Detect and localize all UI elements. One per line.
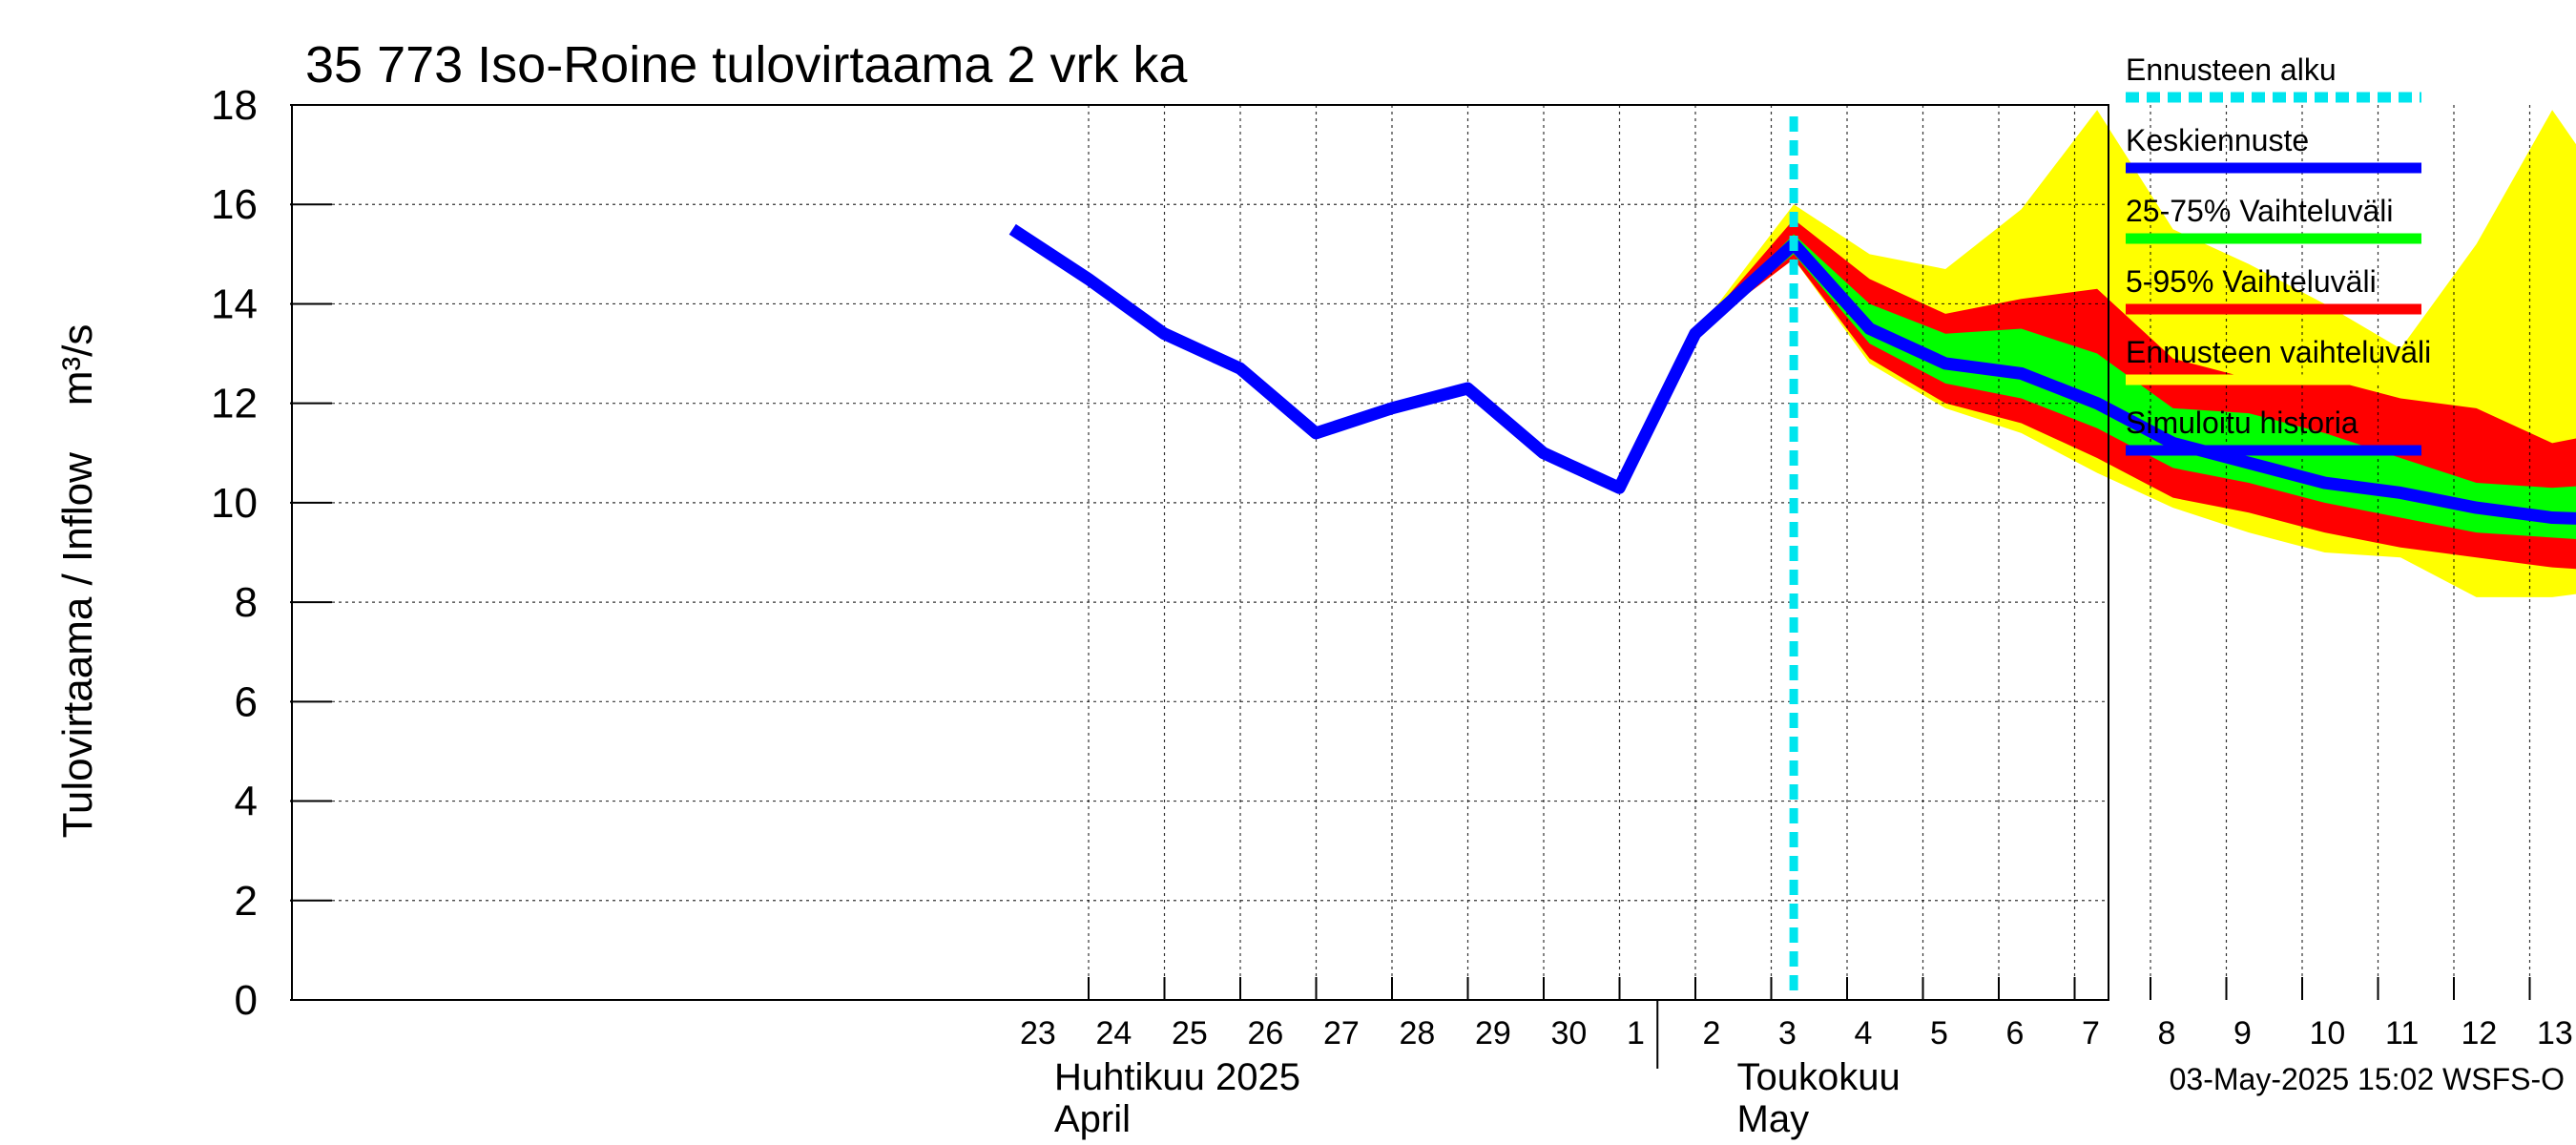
y-tick-label: 4 xyxy=(235,779,258,825)
x-tick-label: 27 xyxy=(1323,1015,1360,1051)
x-tick-label: 13 xyxy=(2537,1015,2573,1051)
legend-label: Ennusteen alku xyxy=(2126,52,2337,87)
legend: Ennusteen alku Keskiennuste 25-75% Vaihtel… xyxy=(2126,52,2431,456)
series-lines xyxy=(1008,223,2576,525)
legend-label: Ennusteen vaihteluväli xyxy=(2126,335,2431,369)
x-tick-label: 9 xyxy=(2233,1015,2252,1051)
forecast-bands xyxy=(1694,110,2576,597)
x-tick-label: 30 xyxy=(1551,1015,1588,1051)
legend-label: 25-75% Vaihteluväli xyxy=(2126,194,2393,228)
x-tick-label: 5 xyxy=(1930,1015,1948,1051)
x-tick-label: 3 xyxy=(1778,1015,1797,1051)
x-tick-label: 8 xyxy=(2158,1015,2176,1051)
legend-label: 5-95% Vaihteluväli xyxy=(2126,264,2377,299)
x-tick-label: 2 xyxy=(1703,1015,1721,1051)
x-tick-label: 23 xyxy=(1020,1015,1056,1051)
x-tick-label: 11 xyxy=(2385,1015,2419,1051)
y-tick-label: 8 xyxy=(235,579,258,626)
chart-title: 35 773 Iso-Roine tulovirtaama 2 vrk ka xyxy=(305,36,1188,94)
grid-lines xyxy=(292,104,2531,1000)
y-tick-label: 6 xyxy=(235,678,258,725)
legend-label: Keskiennuste xyxy=(2126,123,2309,157)
plot-frame xyxy=(291,104,2109,1001)
x-tick-label: 1 xyxy=(1627,1015,1645,1051)
y-tick-label: 2 xyxy=(235,878,258,925)
y-tick-label: 12 xyxy=(211,381,258,427)
x-tick-label: 28 xyxy=(1400,1015,1436,1051)
month-label-en: April xyxy=(1054,1098,1131,1140)
y-tick-label: 14 xyxy=(211,281,258,327)
month-label: Huhtikuu 2025 xyxy=(1054,1056,1300,1098)
legend-label: Simuloitu historia xyxy=(2126,406,2358,440)
x-tick-label: 7 xyxy=(2082,1015,2100,1051)
x-tick-label: 4 xyxy=(1855,1015,1873,1051)
x-tick-label: 25 xyxy=(1172,1015,1208,1051)
x-tick-label: 12 xyxy=(2462,1015,2498,1051)
y-axis-label: Tulovirtaama / Inflow m³/s xyxy=(54,324,101,839)
y-tick-label: 18 xyxy=(211,82,258,129)
y-tick-label: 16 xyxy=(211,181,258,228)
series-keskiennuste xyxy=(1789,239,2576,525)
y-tick-label: 10 xyxy=(211,480,258,527)
x-tick-label: 6 xyxy=(2006,1015,2025,1051)
x-tick-label: 10 xyxy=(2310,1015,2346,1051)
band-25-75-vaihteluv-li xyxy=(1694,234,2576,539)
month-label: Toukokuu xyxy=(1737,1056,1901,1098)
x-tick-label: 26 xyxy=(1248,1015,1284,1051)
y-tick-label: 0 xyxy=(235,977,258,1024)
x-tick-label: 29 xyxy=(1475,1015,1511,1051)
timestamp: 03-May-2025 15:02 WSFS-O xyxy=(2170,1062,2565,1096)
month-label-en: May xyxy=(1737,1098,1810,1140)
series-simuloitu-historia xyxy=(1008,223,1798,494)
x-tick-label: 24 xyxy=(1096,1015,1132,1051)
